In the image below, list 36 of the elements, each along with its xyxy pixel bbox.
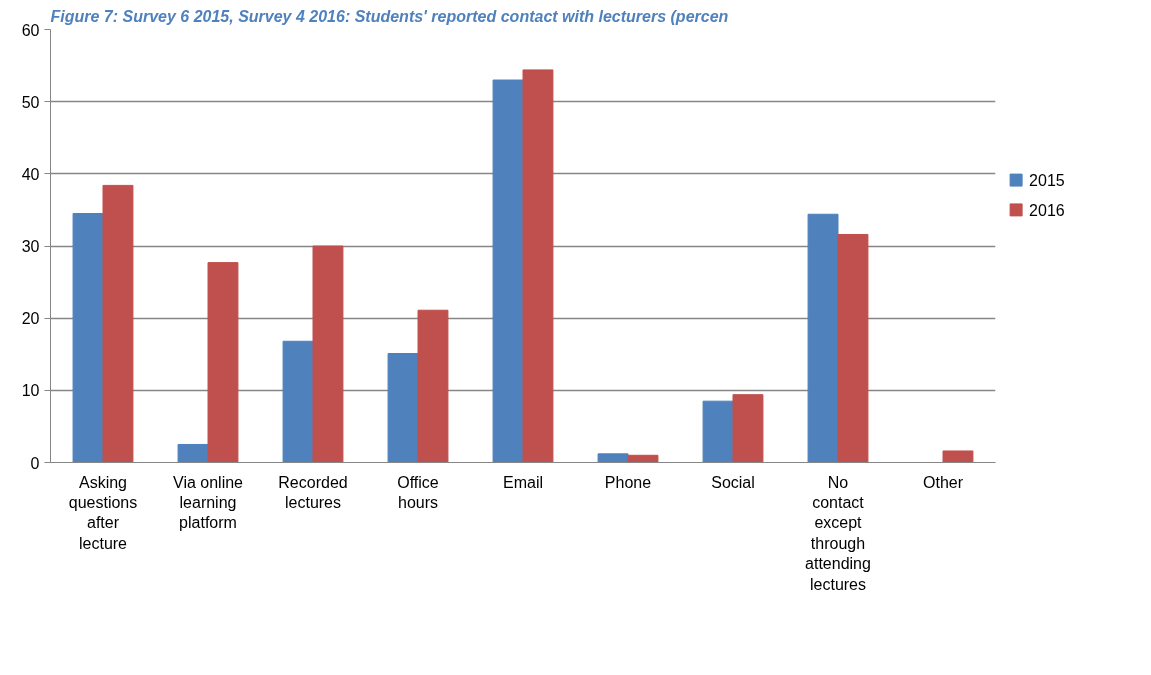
y-tick-label: 30 (21, 238, 40, 255)
bar (417, 309, 449, 463)
x-tick-label: Other (922, 473, 964, 491)
x-tick-label: Via online learning platform (173, 473, 244, 532)
bar (492, 79, 524, 463)
y-tick-label: 20 (21, 310, 40, 328)
bar (522, 69, 554, 463)
x-tick-label: Email (503, 473, 544, 491)
chart-title: Figure 7: Survey 6 2015, Survey 4 2016: Students' reported contact with lecturers (percen (50, 7, 729, 25)
y-tick-label: 50 (21, 93, 40, 111)
bar (72, 213, 104, 463)
bar (207, 262, 239, 463)
x-tick-label: Office hours (397, 473, 439, 511)
bar (282, 340, 314, 463)
bar (732, 394, 764, 463)
bar (102, 184, 134, 463)
bar (627, 454, 659, 463)
bar (387, 353, 419, 463)
y-tick-label: 40 (21, 165, 40, 183)
bar (942, 450, 974, 463)
bar (597, 453, 629, 463)
legend-label: 2016 (1029, 201, 1065, 219)
bar (837, 233, 869, 463)
x-tick-label: Phone (604, 473, 652, 491)
y-tick-label: 10 (21, 382, 40, 400)
y-tick-label: 60 (21, 21, 40, 39)
bar (177, 443, 209, 463)
x-tick-label: Recorded lectures (278, 473, 348, 511)
x-tick-label: Asking questions after lecture (68, 473, 138, 552)
bar (312, 245, 344, 463)
y-tick-label: 0 (30, 454, 40, 472)
bar (702, 400, 734, 463)
legend-label: 2015 (1029, 172, 1065, 190)
x-tick-label: Social (711, 473, 755, 491)
x-tick-label: No contact except through attending lectures (805, 473, 871, 593)
bar (807, 213, 839, 463)
